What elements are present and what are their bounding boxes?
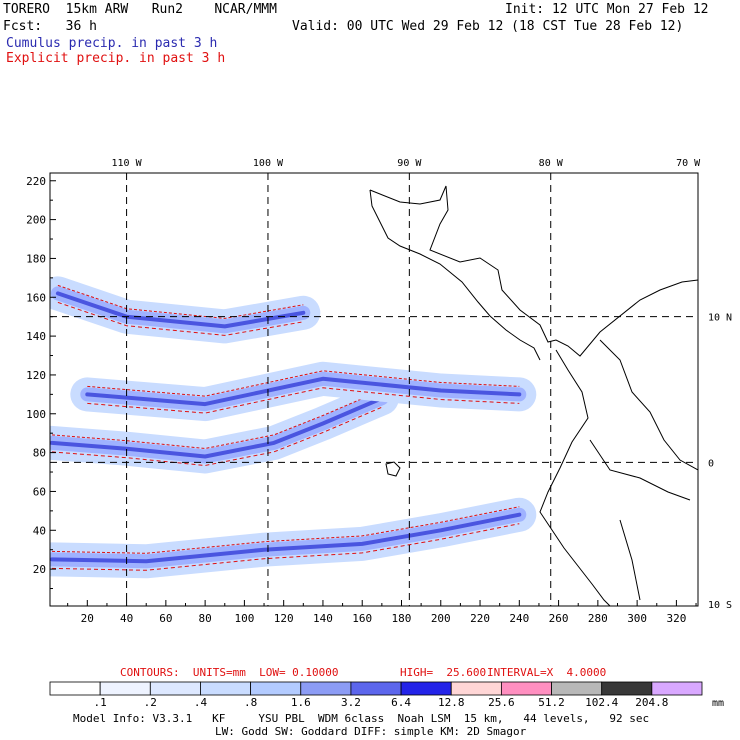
colorbar-swatch [149, 681, 201, 696]
y-tick-label: 20 [33, 563, 46, 576]
y-tick-label: 160 [26, 291, 46, 304]
colorbar-swatch [250, 681, 302, 696]
colorbar-swatch [400, 681, 452, 696]
colorbar-swatch [651, 681, 703, 696]
longitude-label: 90 W [397, 158, 422, 169]
colorbar-level-label: .1 [94, 696, 107, 709]
title-left: TORERO 15km ARW Run2 NCAR/MMM [3, 2, 277, 17]
colorbar-level-label: 25.6 [488, 696, 515, 709]
colorbar-level-label: 1.6 [291, 696, 311, 709]
colorbar-swatch [500, 681, 552, 696]
colorbar-level-label: 102.4 [585, 696, 618, 709]
band-itcz-west-contour [51, 389, 383, 450]
colorbar-units: mm [712, 698, 724, 709]
longitude-label: 110 W [112, 158, 143, 169]
latitude-label: 10 N [708, 313, 732, 324]
contours-prefix: CONTOURS: UNITS=mm LOW= 0.10000 [120, 666, 339, 679]
band-itcz-west-contour-2 [51, 406, 383, 467]
latitude-label: 0 [708, 458, 714, 469]
valid-time: Valid: 00 UTC Wed 29 Feb 12 (18 CST Tue … [292, 19, 684, 34]
y-tick-label: 180 [26, 252, 46, 265]
band-itcz-south-max [50, 512, 522, 564]
y-tick-label: 60 [33, 485, 46, 498]
init-time: Init: 12 UTC Mon 27 Feb 12 [505, 2, 709, 17]
x-tick-label: 280 [588, 612, 608, 625]
colorbar-swatch [601, 681, 653, 696]
coastline-central-america [369, 185, 698, 357]
colorbar-level-label: .4 [194, 696, 208, 709]
border-interior-3 [619, 519, 641, 601]
explicit-label: Explicit precip. in past 3 h [6, 51, 226, 66]
longitude-label: 70 W [676, 158, 701, 169]
colorbar-level-label: 204.8 [635, 696, 668, 709]
x-tick-label: 80 [199, 612, 212, 625]
x-tick-label: 260 [549, 612, 569, 625]
colorbar-level-label: 12.8 [438, 696, 465, 709]
y-tick-label: 220 [26, 175, 46, 188]
band-itcz-west-max [50, 396, 384, 459]
latitude-label: 10 S [708, 600, 732, 611]
band-north-contour [57, 284, 304, 319]
y-tick-label: 140 [26, 330, 46, 343]
band-central-max [85, 376, 522, 407]
colorbar-level-label: 3.2 [341, 696, 361, 709]
band-central-contour-2 [87, 387, 520, 414]
x-tick-label: 140 [313, 612, 333, 625]
border-interior-2 [589, 439, 691, 501]
x-tick-label: 40 [120, 612, 133, 625]
x-tick-label: 120 [274, 612, 294, 625]
coastline-south-america [539, 349, 611, 606]
band-itcz-south-contour-2 [51, 523, 520, 571]
colorbar-level-label: .2 [144, 696, 157, 709]
colorbar-swatch [49, 681, 101, 696]
colorbar-swatch [450, 681, 502, 696]
colorbar-swatch [551, 681, 603, 696]
x-tick-label: 100 [234, 612, 254, 625]
y-tick-label: 200 [26, 214, 46, 227]
x-tick-label: 240 [509, 612, 529, 625]
forecast-hour: Fcst: 36 h [3, 19, 97, 34]
x-tick-label: 220 [470, 612, 490, 625]
border-interior [599, 339, 698, 471]
x-tick-label: 320 [666, 612, 686, 625]
x-tick-label: 300 [627, 612, 647, 625]
colorbar-level-label: 6.4 [391, 696, 411, 709]
band-north-contour-2 [57, 301, 304, 336]
coastline-pacific-central [369, 189, 541, 361]
physics-info: LW: Godd SW: Goddard DIFF: simple KM: 2D… [215, 725, 527, 738]
contours-interval: INTERVAL=X 4.0000 [487, 666, 607, 679]
colorbar-swatch [200, 681, 252, 696]
y-tick-label: 120 [26, 369, 46, 382]
cumulus-label: Cumulus precip. in past 3 h [6, 36, 218, 51]
colorbar-swatch [350, 681, 402, 696]
y-tick-label: 100 [26, 408, 46, 421]
contours-high: HIGH= 25.600 [400, 666, 487, 679]
y-tick-label: 80 [33, 447, 46, 460]
longitude-label: 100 W [253, 158, 284, 169]
longitude-label: 80 W [539, 158, 564, 169]
x-tick-label: 180 [392, 612, 412, 625]
x-tick-label: 20 [81, 612, 94, 625]
colorbar-swatch [99, 681, 151, 696]
colorbar-swatch [300, 681, 352, 696]
x-tick-label: 200 [431, 612, 451, 625]
x-tick-label: 60 [159, 612, 172, 625]
band-north-max [55, 291, 306, 329]
x-tick-label: 160 [352, 612, 372, 625]
band-itcz-south-contour [51, 506, 520, 554]
y-tick-label: 40 [33, 524, 46, 537]
colorbar-level-label: 51.2 [538, 696, 565, 709]
colorbar-level-label: .8 [244, 696, 257, 709]
model-info: Model Info: V3.3.1 KF YSU PBL WDM 6class… [73, 712, 650, 725]
